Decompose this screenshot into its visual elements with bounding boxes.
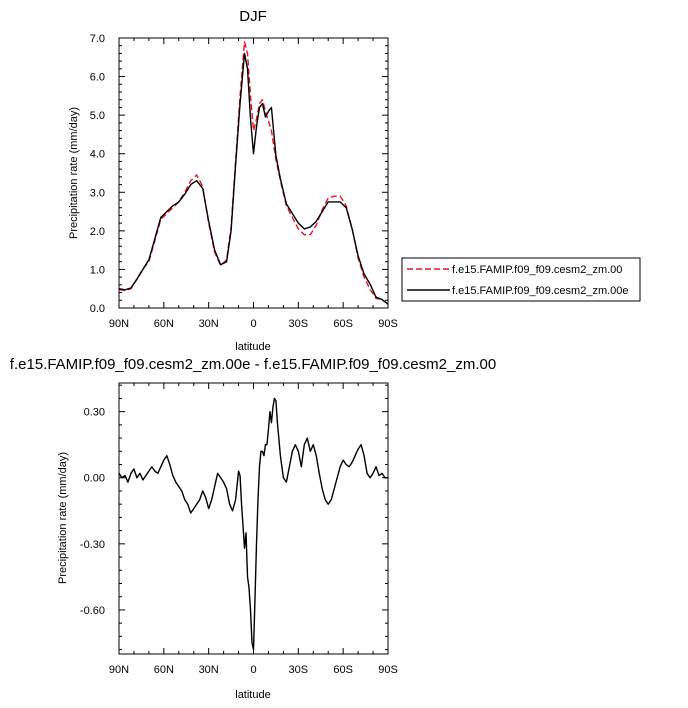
bottom-ytick-label: -0.60 — [80, 605, 105, 617]
bottom-xtick-label: 60N — [154, 664, 174, 676]
bottom-x-axis-label: latitude — [235, 689, 270, 701]
top-ytick-label: 6.0 — [90, 72, 105, 84]
bottom-xtick-label: 0 — [250, 664, 256, 676]
bottom-panel: f.e15.FAMIP.f09_f09.cesm2_zm.00e - f.e15… — [10, 356, 496, 701]
top-xtick-label: 60S — [333, 318, 353, 330]
bottom-series-group — [118, 397, 388, 651]
top-xtick-label: 60N — [154, 318, 174, 330]
bottom-title: f.e15.FAMIP.f09_f09.cesm2_zm.00e - f.e15… — [10, 356, 496, 373]
top-ytick-label: 7.0 — [90, 33, 105, 45]
bottom-plot-frame — [118, 382, 389, 655]
legend: f.e15.FAMIP.f09_f09.cesm2_zm.00 f.e15.FA… — [401, 257, 641, 302]
legend-box — [401, 257, 641, 302]
top-x-axis-label: latitude — [235, 341, 270, 353]
top-ytick-label: 4.0 — [90, 149, 105, 161]
top-xtick-label: 0 — [250, 318, 256, 330]
bottom-ytick-label: 0.30 — [84, 407, 105, 419]
bottom-xtick-label: 30N — [199, 664, 219, 676]
top-ytick-label: 1.0 — [90, 264, 105, 276]
bottom-y-axis-label: Precipitation rate (mm/day) — [57, 452, 69, 584]
top-title: DJF — [239, 8, 267, 25]
legend-label-0: f.e15.FAMIP.f09_f09.cesm2_zm.00 — [452, 264, 622, 276]
top-ytick-label: 0.0 — [90, 303, 105, 315]
top-plot-frame — [118, 37, 389, 309]
bottom-xtick-label: 60S — [333, 664, 353, 676]
bottom-ytick-label: 0.00 — [84, 473, 105, 485]
bottom-series-line-0 — [118, 397, 388, 651]
top-ytick-label: 5.0 — [90, 110, 105, 122]
top-series-line-0 — [118, 41, 389, 305]
bottom-xtick-label: 90S — [378, 664, 398, 676]
top-xtick-label: 30S — [289, 318, 309, 330]
top-y-axis-label: Precipitation rate (mm/day) — [68, 107, 80, 239]
top-panel: DJF 90N 60N 30N 0 30S 60S 90S 0.0 1.0 2.0 3.0 4.0 5.… — [68, 8, 398, 353]
top-ytick-label: 3.0 — [90, 187, 105, 199]
bottom-ytick-label: -0.30 — [80, 539, 105, 551]
bottom-xtick-label: 30S — [289, 664, 309, 676]
top-series-line-1 — [118, 52, 389, 305]
top-ytick-label: 2.0 — [90, 226, 105, 238]
legend-label-1: f.e15.FAMIP.f09_f09.cesm2_zm.00e — [452, 285, 629, 297]
top-axes: 90N 60N 30N 0 30S 60S 90S 0.0 1.0 2.0 3.0 4.0 5.0 6.0… — [90, 33, 398, 330]
top-xtick-label: 30N — [199, 318, 219, 330]
top-series-group — [118, 41, 389, 305]
top-xtick-label: 90S — [378, 318, 398, 330]
bottom-axes: 90N 60N 30N 0 30S 60S 90S 0.30 0.00 -0.30 -0.60 — [80, 383, 398, 676]
bottom-xtick-label: 90N — [109, 664, 129, 676]
top-xtick-label: 90N — [109, 318, 129, 330]
